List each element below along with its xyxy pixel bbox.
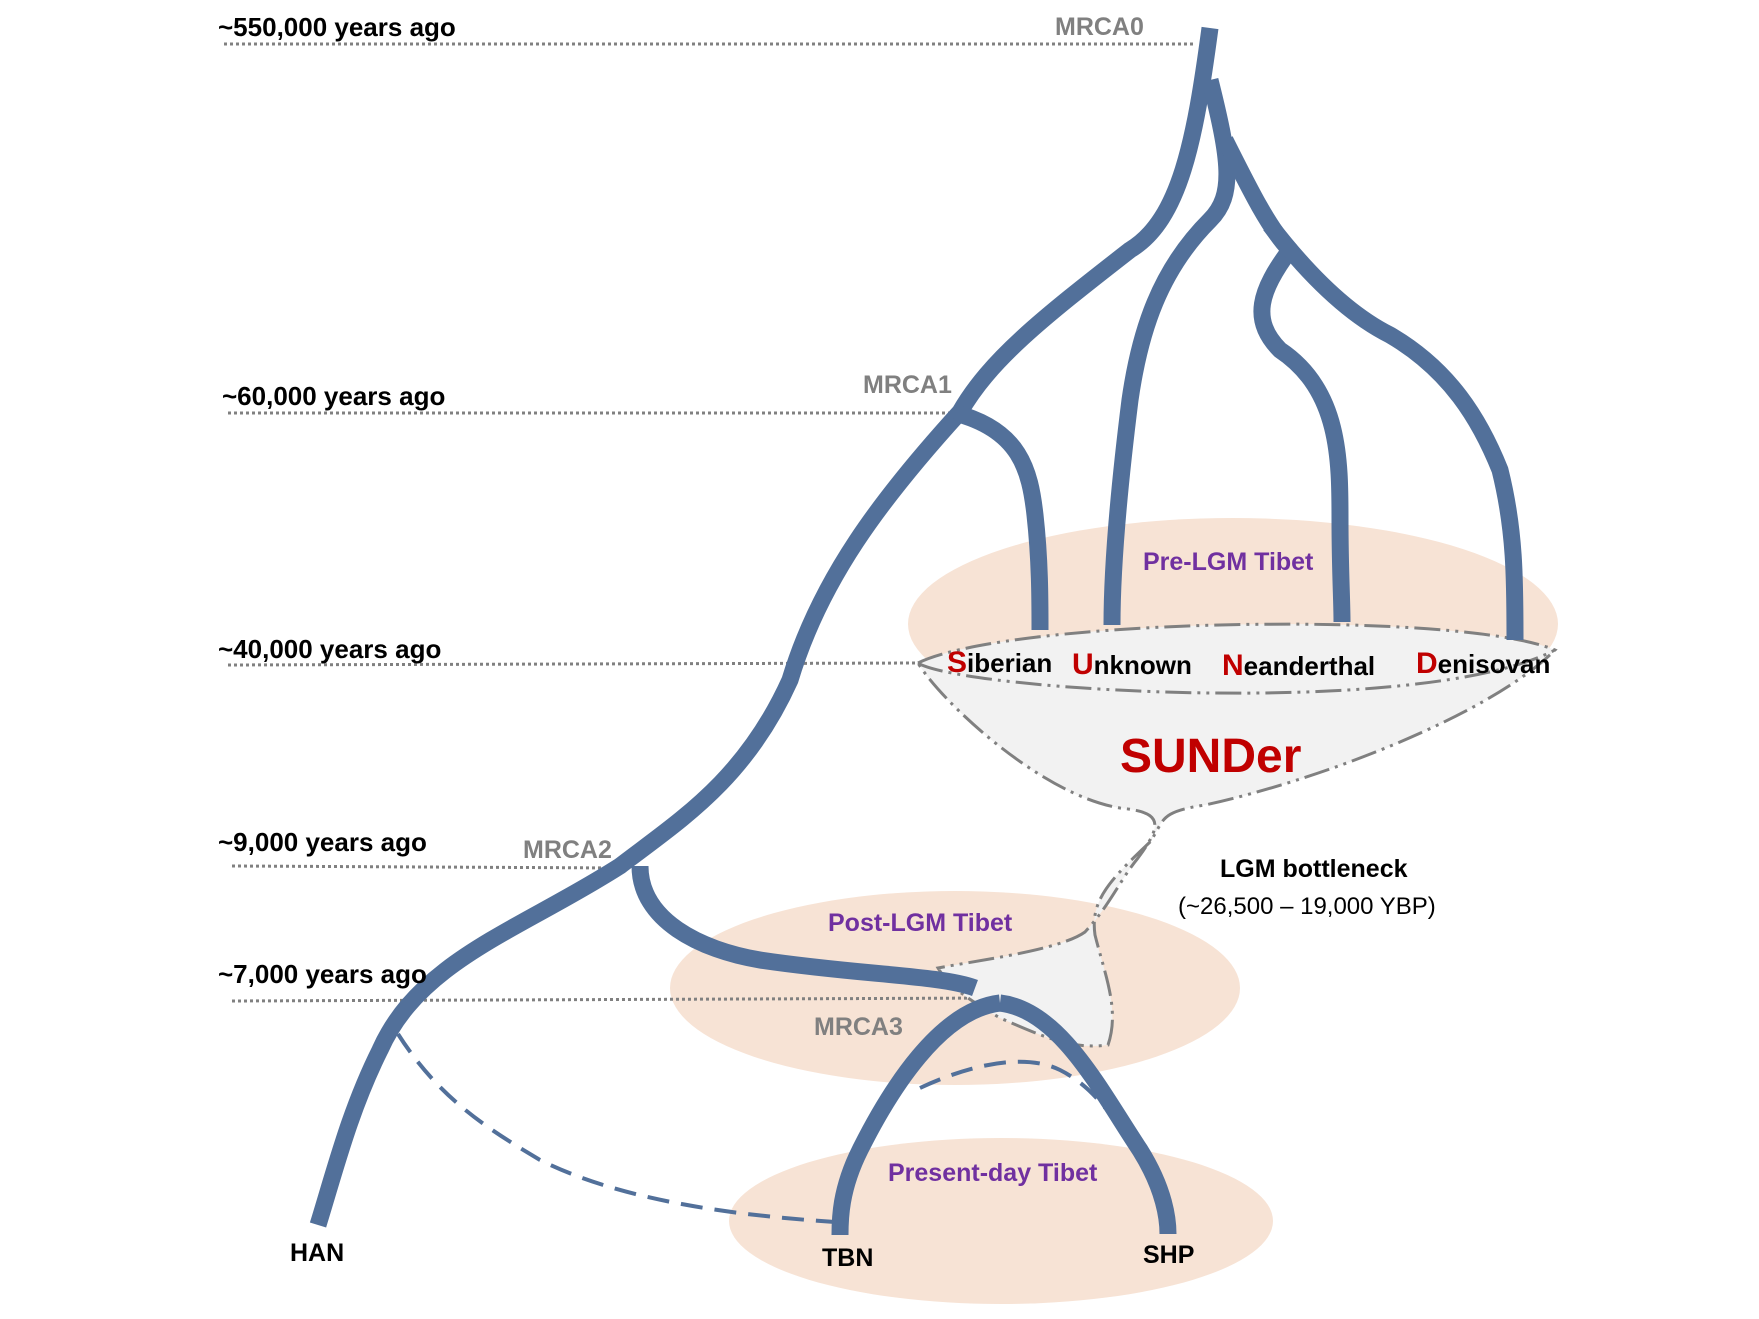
group-denisovan: Denisovan (1416, 647, 1550, 680)
sunder-ellipse-rim (917, 648, 1556, 695)
timeline-line-9k (231, 864, 621, 870)
bottleneck-range: (~26,500 – 19,000 YBP) (1178, 893, 1436, 920)
gene-flow-tbn-shp (919, 1059, 1107, 1110)
timeline-line-40k (227, 661, 919, 667)
branch-tbn (831, 994, 1002, 1236)
timeline-label-60k: ~60,000 years ago (222, 381, 445, 411)
branch-unknown (1103, 77, 1236, 626)
group-unknown: Unknown (1072, 648, 1192, 681)
timeline-label-7k: ~7,000 years ago (218, 959, 427, 989)
gene-flow-han-tbn (396, 1032, 836, 1224)
pre-lgm-label: Pre-LGM Tibet (1143, 548, 1314, 576)
timeline-label-40k: ~40,000 years ago (218, 634, 441, 664)
group-neanderthal: Neanderthal (1222, 649, 1375, 682)
timeline-label-550k: ~550,000 years ago (218, 12, 456, 42)
leaf-tbn: TBN (822, 1244, 873, 1272)
branch-tibetan-lineage (631, 865, 978, 997)
sunder-funnel (915, 622, 1558, 1048)
bottleneck-label: LGM bottleneck (1220, 855, 1408, 883)
present-day-region (729, 1138, 1273, 1304)
branch-shp (998, 994, 1177, 1235)
mrca3-label: MRCA3 (814, 1013, 903, 1041)
leaf-han: HAN (290, 1239, 344, 1267)
group-siberian: Siberian (947, 646, 1052, 679)
branch-siberian (952, 404, 1049, 631)
post-lgm-label: Post-LGM Tibet (828, 909, 1013, 937)
timeline-line-7k (231, 996, 1001, 1003)
timeline-label-9k: ~9,000 years ago (218, 827, 427, 857)
branch-root-han (309, 26, 1219, 1228)
mrca2-label: MRCA2 (523, 836, 612, 864)
mrca1-label: MRCA1 (863, 371, 952, 399)
leaf-shp: SHP (1143, 1241, 1194, 1269)
present-day-label: Present-day Tibet (888, 1159, 1098, 1187)
sunder-label: SUNDer (1120, 730, 1301, 783)
mrca0-label: MRCA0 (1055, 13, 1144, 41)
branch-denisovan (1263, 219, 1524, 641)
